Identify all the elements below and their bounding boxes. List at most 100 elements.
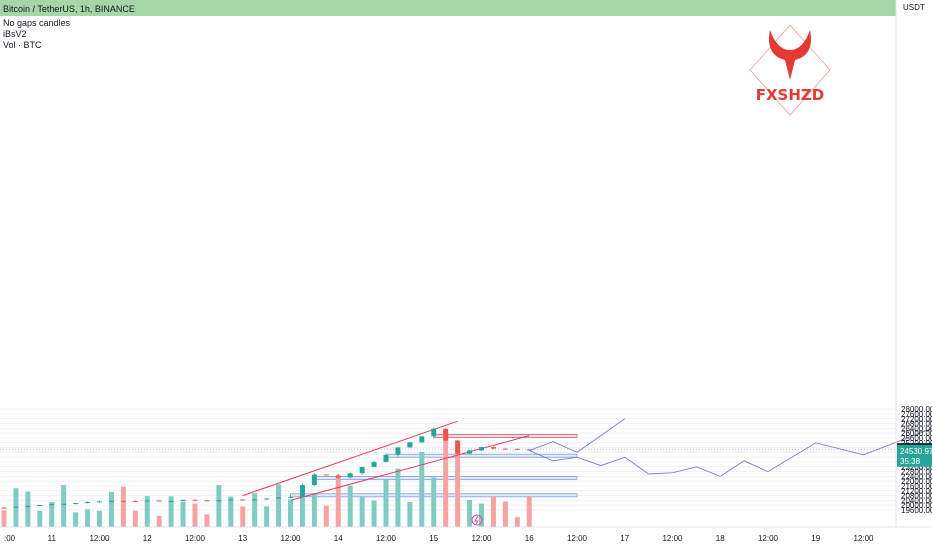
candle[interactable] bbox=[514, 448, 520, 450]
candle[interactable] bbox=[120, 500, 126, 502]
channel-lower-line[interactable] bbox=[290, 435, 530, 501]
candle[interactable] bbox=[407, 442, 413, 448]
volume-bar bbox=[419, 451, 425, 527]
symbol-title[interactable]: Bitcoin / TetherUS, 1h, BINANCE bbox=[3, 4, 135, 14]
candles-layer[interactable] bbox=[1, 427, 532, 509]
candle[interactable] bbox=[299, 485, 305, 497]
candle[interactable] bbox=[156, 500, 162, 502]
candle[interactable] bbox=[276, 497, 282, 499]
channel-upper-line[interactable] bbox=[242, 420, 458, 497]
volume-bar bbox=[323, 505, 329, 527]
price-tick-label: 26800.00 bbox=[901, 420, 932, 429]
price-tick-label: 21200.00 bbox=[901, 487, 932, 496]
candle[interactable] bbox=[431, 428, 437, 437]
candle[interactable] bbox=[228, 499, 234, 501]
price-tick-label: 26000.00 bbox=[901, 429, 932, 438]
candle[interactable] bbox=[359, 467, 365, 474]
volume-bar bbox=[455, 447, 461, 527]
volume-bar bbox=[407, 502, 413, 527]
candle[interactable] bbox=[383, 454, 389, 463]
time-tick-label: 12:00 bbox=[89, 534, 110, 543]
volume-bar bbox=[383, 479, 389, 527]
indicator-label-ibsv2[interactable]: iBsV2 bbox=[3, 29, 27, 39]
volume-bar bbox=[467, 499, 473, 527]
candle[interactable] bbox=[479, 447, 484, 451]
candle[interactable] bbox=[323, 474, 329, 476]
candle[interactable] bbox=[455, 440, 461, 454]
candle[interactable] bbox=[395, 447, 401, 455]
volume-bar bbox=[120, 486, 126, 527]
bar-countdown: 35:38 bbox=[900, 457, 921, 466]
volume-bar bbox=[97, 510, 102, 527]
supply-zone[interactable] bbox=[433, 433, 578, 438]
volume-bar bbox=[49, 501, 55, 527]
candle[interactable] bbox=[85, 501, 91, 504]
candle[interactable] bbox=[1, 507, 7, 509]
time-tick-label: 12:00 bbox=[662, 534, 683, 543]
price-axis[interactable]: 28000.0027600.0027200.0026800.0026400.00… bbox=[897, 405, 932, 515]
projection-paths[interactable] bbox=[529, 418, 932, 477]
price-tick-label: 20000.00 bbox=[901, 501, 932, 510]
candle[interactable] bbox=[335, 475, 341, 478]
candle[interactable] bbox=[419, 436, 425, 443]
price-tick-label: 22000.00 bbox=[901, 477, 932, 486]
projection-main-path[interactable] bbox=[529, 427, 932, 477]
time-tick-label: 17 bbox=[620, 534, 629, 543]
candle[interactable] bbox=[347, 473, 353, 478]
last-price-text: 24530.97 bbox=[900, 447, 932, 456]
volume-bar bbox=[311, 493, 317, 527]
indicator-label-nogaps[interactable]: No gaps candles bbox=[3, 18, 71, 28]
candle[interactable] bbox=[25, 505, 31, 507]
volume-bar bbox=[216, 485, 222, 527]
candle[interactable] bbox=[180, 499, 186, 501]
time-axis[interactable]: :00 11 12:00 12 12:00 13 12:00 14 12:00 15 12:00 16… bbox=[4, 534, 874, 543]
time-tick-label: 12:00 bbox=[280, 534, 301, 543]
candle[interactable] bbox=[97, 501, 102, 503]
candle[interactable] bbox=[37, 504, 43, 506]
candle[interactable] bbox=[467, 450, 473, 454]
volume-bar bbox=[288, 499, 293, 527]
candle[interactable] bbox=[132, 500, 138, 502]
volume-bar bbox=[144, 496, 150, 527]
candle[interactable] bbox=[240, 499, 246, 501]
volume-bar bbox=[479, 503, 484, 527]
candle[interactable] bbox=[49, 504, 55, 506]
price-tick-label: 26400.00 bbox=[901, 424, 932, 433]
candle[interactable] bbox=[168, 500, 174, 502]
candle[interactable] bbox=[502, 448, 508, 450]
candle[interactable] bbox=[264, 498, 270, 500]
candle[interactable] bbox=[204, 500, 210, 502]
candle[interactable] bbox=[371, 462, 377, 468]
candle[interactable] bbox=[526, 449, 532, 451]
volume-bar bbox=[490, 496, 496, 527]
candle[interactable] bbox=[192, 499, 198, 501]
indicator-label-volume[interactable]: Vol · BTC bbox=[3, 40, 42, 50]
volume-bar bbox=[85, 509, 91, 527]
candle[interactable] bbox=[73, 503, 79, 505]
volume-bar bbox=[443, 432, 449, 527]
candle[interactable] bbox=[443, 428, 449, 441]
candle[interactable] bbox=[490, 447, 496, 449]
price-tick-label: 21600.00 bbox=[901, 482, 932, 491]
candle[interactable] bbox=[252, 499, 258, 501]
trend-channel[interactable] bbox=[242, 420, 530, 501]
logo-diamond bbox=[749, 24, 831, 116]
candle[interactable] bbox=[61, 503, 67, 505]
time-tick-label: 12:00 bbox=[471, 534, 492, 543]
demand-zone[interactable] bbox=[385, 453, 578, 458]
projection-bullish-path[interactable] bbox=[529, 418, 626, 453]
price-tick-label: 23200.00 bbox=[901, 463, 932, 472]
bull-horns-icon bbox=[769, 30, 811, 80]
candle[interactable] bbox=[216, 500, 222, 502]
candle[interactable] bbox=[288, 496, 293, 498]
candle[interactable] bbox=[13, 506, 19, 508]
replay-icon[interactable] bbox=[471, 514, 483, 526]
volume-bar bbox=[132, 510, 138, 527]
candle[interactable] bbox=[108, 500, 114, 502]
candle[interactable] bbox=[144, 500, 150, 502]
time-tick-label: 12:00 bbox=[758, 534, 779, 543]
time-tick-label: 19 bbox=[811, 534, 820, 543]
candle[interactable] bbox=[311, 474, 317, 486]
time-tick-label: 12:00 bbox=[185, 534, 206, 543]
